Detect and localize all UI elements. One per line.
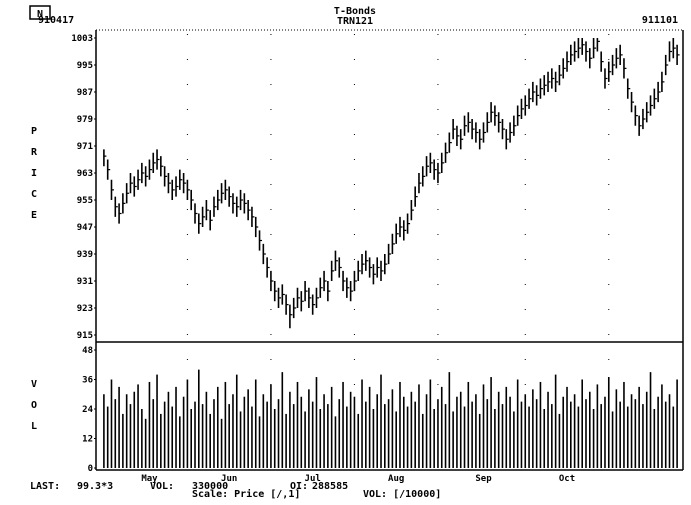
volume-series — [103, 369, 678, 468]
volume-scale-text: VOL: [/10000] — [363, 489, 442, 500]
last-price-label: LAST: — [30, 481, 61, 492]
price-scale-text: Scale: Price [/,1] — [192, 489, 301, 500]
month-axis-ticks: May Jun Jul Aug Sep Oct — [141, 474, 575, 484]
price-tick-label: 947 — [77, 223, 93, 233]
volume-value: 330000 — [192, 481, 229, 492]
last-price-value: 99.3*3 — [77, 481, 114, 492]
open-interest-label: OI: — [290, 481, 309, 492]
vol-label-letter: O — [31, 400, 37, 411]
price-axis-ticks: 915 923 931 939 947 955 963 971 979 987 995 1003 — [71, 34, 96, 341]
price-tick-label: 963 — [77, 169, 93, 179]
month-tick-label: Oct — [559, 474, 575, 484]
logo-text: N — [37, 9, 43, 20]
volume-axis-label: V O L — [31, 379, 37, 432]
end-date: 911101 — [642, 15, 678, 26]
contract-code: TRN121 — [337, 16, 373, 27]
volume-tick-label: 36 — [82, 376, 93, 386]
price-series — [103, 38, 680, 329]
chart-title: T-Bonds — [334, 6, 376, 17]
vol-label-letter: L — [31, 421, 37, 432]
price-axis-label: P R I C E — [31, 126, 38, 221]
price-tick-label: 979 — [77, 115, 93, 125]
start-date: 910417 — [38, 15, 74, 26]
price-label-letter: C — [31, 189, 37, 200]
price-tick-label: 971 — [77, 142, 93, 152]
price-tick-label: 1003 — [71, 34, 93, 44]
volume-tick-label: 48 — [82, 346, 93, 356]
month-tick-label: Aug — [388, 474, 404, 484]
price-tick-label: 939 — [77, 250, 93, 260]
open-interest-value: 288585 — [312, 481, 349, 492]
volume-tick-label: 12 — [82, 435, 93, 445]
price-tick-label: 931 — [77, 277, 93, 287]
volume-label: VOL: — [150, 481, 175, 492]
price-tick-label: 987 — [77, 88, 93, 98]
month-tick-label: May — [141, 474, 158, 484]
month-tick-label: Sep — [475, 474, 492, 484]
price-label-letter: E — [31, 210, 37, 221]
logo-icon: N — [29, 5, 51, 20]
price-tick-label: 955 — [77, 196, 93, 206]
price-label-letter: R — [31, 147, 38, 158]
month-tick-label: Jul — [305, 474, 321, 484]
price-label-letter: P — [31, 126, 37, 137]
grid-lines — [186, 34, 610, 468]
volume-tick-label: 24 — [82, 405, 93, 415]
volume-axis-ticks: 0 12 24 36 48 — [82, 346, 96, 474]
volume-tick-label: 0 — [88, 464, 93, 474]
price-tick-label: 915 — [77, 331, 93, 341]
month-tick-label: Jun — [221, 474, 237, 484]
price-tick-label: 995 — [77, 61, 93, 71]
vol-label-letter: V — [31, 379, 37, 390]
price-label-letter: I — [31, 168, 37, 179]
price-tick-label: 923 — [77, 304, 93, 314]
